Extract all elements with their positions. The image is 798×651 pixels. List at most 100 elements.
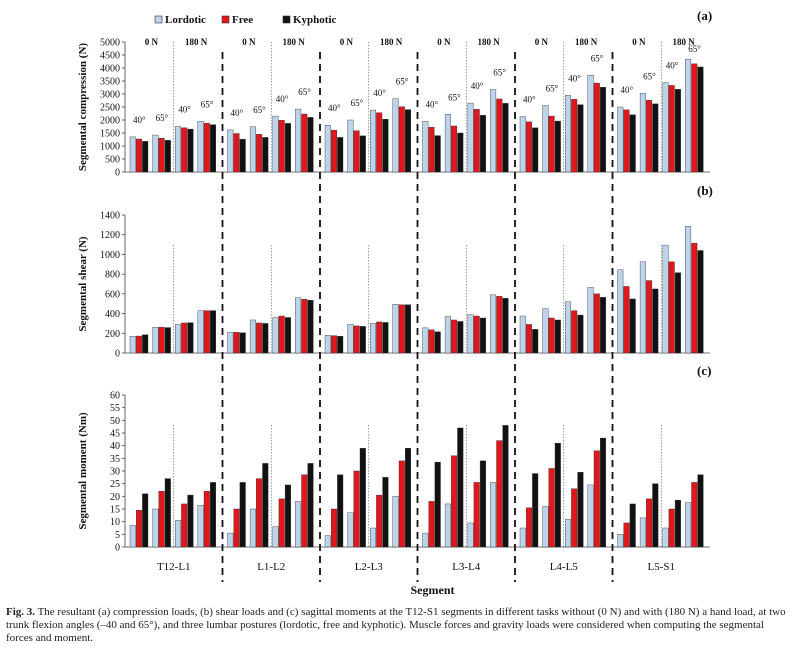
bar xyxy=(239,482,246,548)
bar xyxy=(158,137,165,173)
bar xyxy=(347,119,354,173)
bar xyxy=(272,317,279,354)
bar xyxy=(405,448,412,548)
bar xyxy=(129,525,136,548)
bar xyxy=(262,463,269,548)
bar xyxy=(301,113,308,173)
y-tick-label: 10 xyxy=(110,517,120,528)
bar xyxy=(359,326,366,354)
angle-label: 65° xyxy=(688,44,701,54)
bar xyxy=(444,503,451,548)
bar xyxy=(548,115,555,173)
bar xyxy=(422,327,429,354)
bar xyxy=(152,134,159,173)
angle-label: 65° xyxy=(493,68,506,78)
panel-label: (c) xyxy=(697,363,711,378)
bar xyxy=(187,322,194,354)
bar xyxy=(490,294,497,354)
angle-label: 65° xyxy=(201,99,214,109)
bar xyxy=(428,329,435,354)
bar xyxy=(532,473,539,548)
bar xyxy=(181,503,188,548)
bar xyxy=(164,140,171,173)
y-tick-label: 1000 xyxy=(100,250,120,261)
y-axis-label: Segmental compression (N) xyxy=(77,43,89,171)
legend-swatch-kyphotic xyxy=(282,15,291,24)
bar xyxy=(331,335,338,354)
bar xyxy=(301,299,308,354)
load-label: 180 N xyxy=(185,37,208,47)
bar xyxy=(565,301,572,354)
y-tick-label: 1500 xyxy=(100,129,120,140)
bar xyxy=(662,82,669,173)
bar xyxy=(639,517,646,548)
angle-label: 40° xyxy=(425,99,438,109)
bar xyxy=(451,455,458,548)
bar xyxy=(674,272,681,354)
bar xyxy=(685,58,692,173)
bar xyxy=(307,300,314,354)
bar xyxy=(639,261,646,354)
bar xyxy=(187,128,194,173)
bar xyxy=(129,136,136,173)
load-label: 180 N xyxy=(673,37,696,47)
angle-label: 40° xyxy=(328,103,341,113)
panel-label: (a) xyxy=(697,8,712,23)
bar xyxy=(587,484,594,548)
bar xyxy=(674,499,681,548)
bar xyxy=(652,483,659,548)
bar xyxy=(662,527,669,548)
legend-label-kyphotic: Kyphotic xyxy=(293,14,337,26)
bar xyxy=(209,124,216,173)
x-axis-label: Segment xyxy=(411,583,455,597)
bar xyxy=(457,132,464,173)
bar xyxy=(227,129,234,173)
bar xyxy=(353,130,360,173)
bar xyxy=(233,332,240,354)
angle-label: 65° xyxy=(351,98,364,108)
bar xyxy=(526,324,533,354)
bar xyxy=(272,115,279,173)
bar xyxy=(174,126,181,173)
bar xyxy=(565,518,572,548)
bar xyxy=(203,310,210,354)
bar xyxy=(370,109,377,173)
bar xyxy=(295,501,302,548)
bar xyxy=(249,319,256,354)
bar xyxy=(542,506,549,548)
bar xyxy=(324,535,331,548)
bar xyxy=(548,317,555,354)
load-label: 180 N xyxy=(380,37,403,47)
bar xyxy=(691,63,698,173)
bar xyxy=(662,244,669,354)
y-tick-label: 4000 xyxy=(100,64,120,75)
bar xyxy=(697,250,704,354)
bar xyxy=(142,141,149,173)
bar xyxy=(473,109,480,173)
load-label: 180 N xyxy=(575,37,598,47)
bar xyxy=(353,470,360,548)
bar xyxy=(577,472,584,548)
segment-label: L3-L4 xyxy=(452,561,481,573)
bar xyxy=(347,324,354,354)
bar xyxy=(623,522,630,548)
bar xyxy=(600,87,607,173)
angle-label: 40° xyxy=(178,105,191,115)
bar xyxy=(249,508,256,548)
bar xyxy=(284,123,291,173)
load-label: 180 N xyxy=(283,37,306,47)
angle-label: 65° xyxy=(156,113,169,123)
bar xyxy=(284,317,291,354)
bar xyxy=(307,117,314,173)
bar xyxy=(587,287,594,354)
bar xyxy=(203,122,210,173)
bar xyxy=(272,526,279,548)
segment-label: L1-L2 xyxy=(257,561,285,573)
bar xyxy=(376,494,383,548)
y-tick-label: 30 xyxy=(110,467,120,478)
angle-label: 40° xyxy=(276,94,289,104)
bar xyxy=(577,314,584,354)
bar xyxy=(203,491,210,548)
bar xyxy=(629,114,636,173)
bar xyxy=(623,286,630,354)
